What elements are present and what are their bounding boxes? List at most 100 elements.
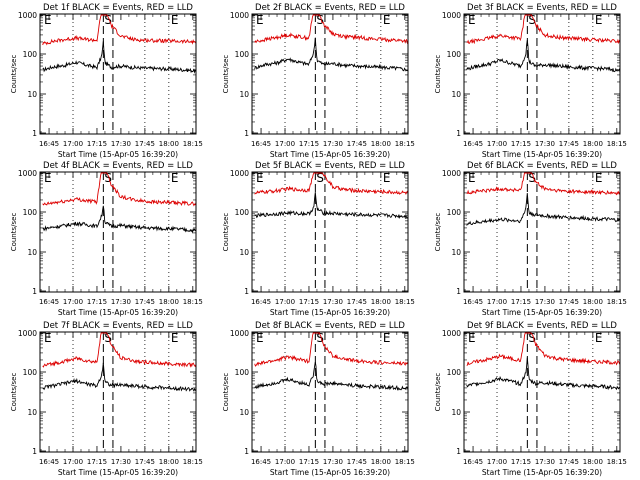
panel-3-ytick-label: 1 bbox=[456, 129, 461, 138]
panel-4-xtick-label: 18:15 bbox=[183, 298, 203, 306]
panel-8-marker-s: S bbox=[316, 331, 324, 345]
panel-3-ylabel: Counts/sec bbox=[434, 55, 442, 94]
panel-5-ytick-label: 10 bbox=[239, 248, 249, 257]
panel-6-ylabel: Counts/sec bbox=[434, 213, 442, 252]
panel-3-title: Det 3f BLACK = Events, RED = LLD bbox=[467, 3, 617, 13]
panel-8-xtick-label: 18:00 bbox=[371, 458, 391, 466]
panel-7-marker-e: E bbox=[171, 331, 179, 345]
panel-1-xtick-label: 17:00 bbox=[63, 140, 83, 148]
panel-3-xtick-label: 16:45 bbox=[463, 140, 483, 148]
panel-4-plot-frame bbox=[39, 171, 197, 293]
panel-6-marker-e: E bbox=[595, 171, 603, 185]
panel-7-xtick-label: 17:15 bbox=[87, 458, 107, 466]
panel-1-plot-frame bbox=[39, 13, 197, 135]
panel-9-xtick-label: 18:00 bbox=[583, 458, 603, 466]
panel-4-marker-e: E bbox=[171, 171, 179, 185]
panel-4-xtick-label: 17:30 bbox=[111, 298, 131, 306]
panel-1-ytick-label: 10 bbox=[27, 90, 37, 99]
panel-2-title: Det 2f BLACK = Events, RED = LLD bbox=[255, 3, 405, 13]
panel-2-ytick-label: 1000 bbox=[230, 11, 249, 20]
panel-8-xlabel: Start Time (15-Apr-05 16:39:20) bbox=[270, 468, 390, 477]
chart-panel-1: Det 1f BLACK = Events, RED = LLD Counts/s… bbox=[10, 3, 203, 159]
panel-9-ytick-label: 1 bbox=[456, 447, 461, 456]
panel-5-title: Det 5f BLACK = Events, RED = LLD bbox=[255, 161, 405, 171]
panel-8-series-lld bbox=[254, 332, 409, 367]
panel-4-ytick-label: 1 bbox=[32, 287, 37, 296]
panel-6-ytick-label: 1000 bbox=[442, 169, 461, 178]
panel-2-xlabel: Start Time (15-Apr-05 16:39:20) bbox=[270, 150, 390, 159]
panel-9-plot-frame bbox=[463, 331, 621, 453]
panel-4-xtick-label: 17:15 bbox=[87, 298, 107, 306]
panel-3-series-lld bbox=[466, 14, 621, 45]
panel-2-marker-s: S bbox=[316, 13, 324, 27]
panel-1-ylabel: Counts/sec bbox=[10, 55, 18, 94]
panel-7-xtick-label: 18:15 bbox=[183, 458, 203, 466]
panel-5-xtick-label: 18:00 bbox=[371, 298, 391, 306]
panel-5-series-lld bbox=[254, 172, 409, 196]
panel-2-marker-e: E bbox=[256, 13, 264, 27]
panel-1-series-events bbox=[42, 41, 197, 74]
panel-6-xtick-label: 17:00 bbox=[487, 298, 507, 306]
panel-1-xtick-label: 18:15 bbox=[183, 140, 203, 148]
chart-panel-5: Det 5f BLACK = Events, RED = LLD Counts/s… bbox=[222, 161, 415, 317]
panel-9-marker-s: S bbox=[528, 331, 536, 345]
panel-7-ytick-label: 10 bbox=[27, 408, 37, 417]
panel-6-xtick-label: 16:45 bbox=[463, 298, 483, 306]
panel-9-series-lld bbox=[466, 332, 621, 366]
panel-6-ytick-label: 100 bbox=[447, 208, 462, 217]
panel-5-xtick-label: 17:45 bbox=[347, 298, 367, 306]
panel-9-title: Det 9f BLACK = Events, RED = LLD bbox=[467, 321, 617, 331]
panel-6-xlabel: Start Time (15-Apr-05 16:39:20) bbox=[482, 308, 602, 317]
panel-1-xtick-label: 17:45 bbox=[135, 140, 155, 148]
panel-5-series-events bbox=[254, 192, 409, 220]
panel-7-series-lld bbox=[42, 332, 197, 368]
panel-5-marker-s: S bbox=[316, 171, 324, 185]
panel-7-title: Det 7f BLACK = Events, RED = LLD bbox=[43, 321, 193, 331]
panel-4-xtick-label: 18:00 bbox=[159, 298, 179, 306]
panel-6-plot-frame bbox=[463, 171, 621, 293]
panel-4-ytick-label: 1000 bbox=[18, 169, 37, 178]
panel-3-ytick-label: 100 bbox=[447, 50, 462, 59]
panel-5-ytick-label: 100 bbox=[235, 208, 250, 217]
panel-9-ylabel: Counts/sec bbox=[434, 373, 442, 412]
chart-panel-7: Det 7f BLACK = Events, RED = LLD Counts/s… bbox=[10, 321, 203, 477]
panel-2-series-events bbox=[254, 37, 409, 72]
panel-8-ytick-label: 1 bbox=[244, 447, 249, 456]
panel-5-xtick-label: 17:15 bbox=[299, 298, 319, 306]
panel-3-xtick-label: 17:30 bbox=[535, 140, 555, 148]
panel-8-ytick-label: 1000 bbox=[230, 329, 249, 338]
panel-6-xtick-label: 18:00 bbox=[583, 298, 603, 306]
panel-8-xtick-label: 18:15 bbox=[395, 458, 415, 466]
panel-4-ytick-label: 100 bbox=[23, 208, 38, 217]
panel-7-series-events bbox=[42, 362, 197, 392]
panel-3-marker-e: E bbox=[468, 13, 476, 27]
panel-6-marker-s: S bbox=[528, 171, 536, 185]
panel-9-xtick-label: 17:00 bbox=[487, 458, 507, 466]
panel-7-xlabel: Start Time (15-Apr-05 16:39:20) bbox=[58, 468, 178, 477]
chart-panel-2: Det 2f BLACK = Events, RED = LLD Counts/s… bbox=[222, 3, 415, 159]
panel-1-xtick-label: 17:15 bbox=[87, 140, 107, 148]
panel-6-xtick-label: 17:30 bbox=[535, 298, 555, 306]
panel-6-xtick-label: 17:45 bbox=[559, 298, 579, 306]
panel-9-xlabel: Start Time (15-Apr-05 16:39:20) bbox=[482, 468, 602, 477]
panel-3-xtick-label: 17:45 bbox=[559, 140, 579, 148]
panel-7-xtick-label: 17:00 bbox=[63, 458, 83, 466]
panel-5-xtick-label: 17:30 bbox=[323, 298, 343, 306]
panel-1-ytick-label: 1 bbox=[32, 129, 37, 138]
panel-3-xtick-label: 18:00 bbox=[583, 140, 603, 148]
panel-4-xtick-label: 17:00 bbox=[63, 298, 83, 306]
panel-5-ytick-label: 1 bbox=[244, 287, 249, 296]
panel-8-ylabel: Counts/sec bbox=[222, 373, 230, 412]
panel-6-title: Det 6f BLACK = Events, RED = LLD bbox=[467, 161, 617, 171]
panel-8-marker-e: E bbox=[256, 331, 264, 345]
panel-3-marker-s: S bbox=[528, 13, 536, 27]
panel-9-ytick-label: 1000 bbox=[442, 329, 461, 338]
panel-1-xtick-label: 17:30 bbox=[111, 140, 131, 148]
panel-8-xtick-label: 17:45 bbox=[347, 458, 367, 466]
panel-1-marker-s: S bbox=[104, 13, 112, 27]
panel-3-ytick-label: 1000 bbox=[442, 11, 461, 20]
panel-9-xtick-label: 16:45 bbox=[463, 458, 483, 466]
panel-1-xlabel: Start Time (15-Apr-05 16:39:20) bbox=[58, 150, 178, 159]
chart-panel-9: Det 9f BLACK = Events, RED = LLD Counts/s… bbox=[434, 321, 627, 477]
panel-1-marker-e: E bbox=[171, 13, 179, 27]
